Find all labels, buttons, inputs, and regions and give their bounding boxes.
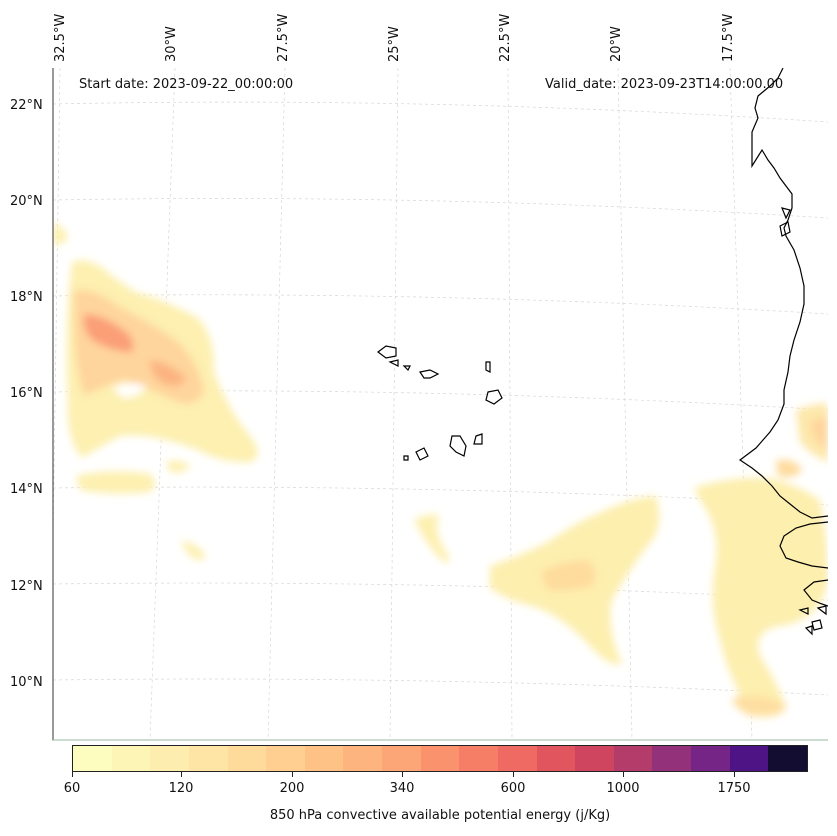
colorbar-segment	[420, 746, 460, 771]
cape-region-patch2	[180, 541, 206, 560]
cape-region-west-hole	[112, 383, 146, 398]
cape-region-west-max	[83, 314, 134, 352]
colorbar-segment	[459, 746, 498, 771]
colorbar-segment	[652, 746, 691, 771]
map-frame	[52, 68, 828, 741]
lon-label: 30°W	[164, 26, 179, 62]
bijagos-3	[804, 625, 813, 636]
colorbar	[72, 745, 808, 772]
cape-region-northwest	[53, 222, 68, 245]
colorbar-segment	[729, 746, 769, 771]
start-date-label: Start date: 2023-09-22_00:00:00	[79, 77, 294, 92]
cape-region-east-north-core	[812, 416, 828, 450]
valid-date-label: Valid_date: 2023-09-23T14:00:00.00	[545, 77, 784, 92]
colorbar-tick	[513, 772, 514, 777]
colorbar-segment	[73, 746, 112, 771]
colorbar-tick	[623, 772, 624, 777]
colorbar-tick	[292, 772, 293, 777]
lat-label: 22°N	[10, 98, 43, 113]
colorbar-tick	[734, 772, 735, 777]
colorbar-tick-label: 120	[168, 781, 194, 796]
coast-island	[779, 221, 791, 237]
island-sal	[485, 361, 491, 373]
cape-region-west-max2	[150, 360, 186, 386]
guinea-bissau-coast	[803, 579, 828, 607]
cape-region-patch	[166, 460, 190, 473]
lat-label: 14°N	[10, 482, 43, 497]
lat-label: 16°N	[10, 386, 43, 401]
coastline	[738, 68, 828, 636]
colorbar-segment	[304, 746, 344, 771]
colorbar-segment	[613, 746, 653, 771]
lat-label: 20°N	[10, 194, 43, 209]
lon-label: 20°W	[609, 26, 624, 62]
cape-region-southeast	[732, 696, 786, 716]
colorbar-title: 850 hPa convective available potential e…	[269, 808, 611, 823]
colorbar-tick	[402, 772, 403, 777]
cape-region-east-core	[776, 459, 802, 478]
colorbar-segment	[691, 746, 730, 771]
lat-label: 18°N	[10, 290, 43, 305]
island-santo-antao	[377, 345, 397, 359]
colorbar-segment	[150, 746, 189, 771]
lat-label: 10°N	[10, 675, 43, 690]
colorbar-segment	[382, 746, 421, 771]
colorbar-segment	[536, 746, 576, 771]
colorbar-tick-label: 1000	[606, 781, 640, 796]
island-sao-vicente	[388, 359, 399, 367]
cape-region-south-core	[540, 560, 596, 591]
colorbar-tick-label: 340	[389, 781, 415, 796]
colorbar-segment	[343, 746, 382, 771]
cape-region-east	[694, 477, 828, 717]
island-santiago	[449, 435, 467, 457]
colorbar-tick	[72, 772, 73, 777]
colorbar-segment	[111, 746, 151, 771]
africa-coast	[738, 68, 828, 519]
bijagos-1	[798, 607, 809, 615]
colorbar-tick	[181, 772, 182, 777]
colorbar-segment	[227, 746, 267, 771]
colorbar-segment	[768, 746, 807, 771]
senegal-gambia-coast	[779, 521, 828, 569]
colorbar-segment	[575, 746, 614, 771]
coast-bay	[781, 207, 791, 220]
colorbar-segment	[497, 746, 537, 771]
cape-region-streak	[414, 514, 449, 564]
colorbar-tick-label: 600	[500, 781, 526, 796]
colorbar-tick-label: 1750	[717, 781, 751, 796]
lon-label: 17.5°W	[721, 13, 736, 62]
lon-label: 27.5°W	[276, 13, 291, 62]
lon-label: 25°W	[387, 26, 402, 62]
lon-label: 32.5°W	[53, 13, 68, 62]
colorbar-segment	[188, 746, 228, 771]
bijagos-2	[811, 619, 823, 631]
island-brava	[403, 455, 409, 461]
cape-field	[53, 222, 828, 717]
colorbar-tick-label: 60	[63, 781, 81, 796]
colorbar-tick-label: 200	[279, 781, 305, 796]
bijagos-4	[816, 605, 827, 616]
island-maio	[473, 433, 483, 445]
island-santa-luzia	[402, 365, 411, 372]
lat-label: 12°N	[10, 579, 43, 594]
island-boa-vista	[485, 389, 503, 405]
cape-region-band	[76, 471, 155, 494]
lon-label: 22.5°W	[498, 13, 513, 62]
island-sao-nicolau	[419, 369, 440, 379]
cape-verde-islands	[377, 345, 503, 461]
island-fogo	[415, 447, 429, 461]
colorbar-segment	[266, 746, 305, 771]
